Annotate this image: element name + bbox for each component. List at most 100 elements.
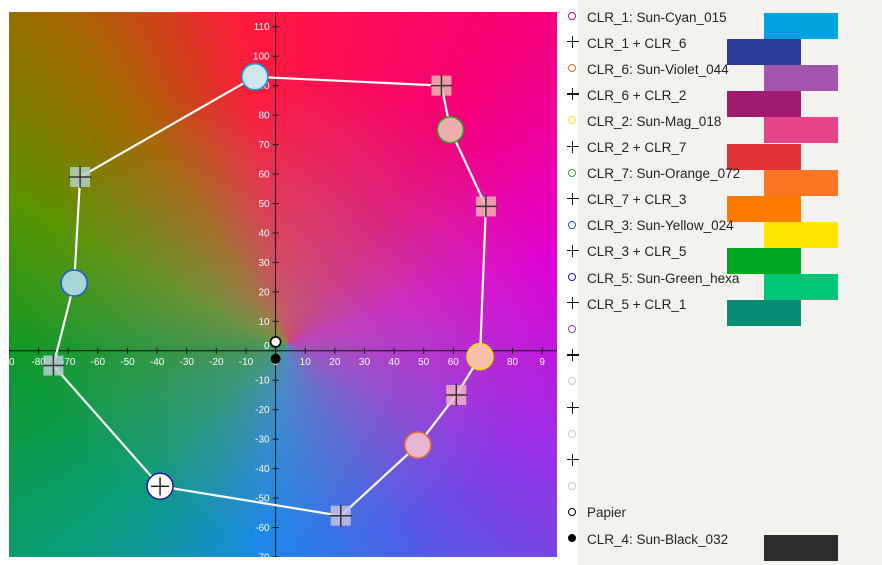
x-tick-label: -30 (180, 357, 195, 368)
legend-plus-icon (567, 88, 579, 102)
x-tick-label: 9 (539, 357, 545, 368)
legend-item-label: CLR_6: Sun-Violet_044 (587, 61, 729, 77)
y-tick-label: 0 (264, 341, 270, 352)
y-tick-label: -60 (255, 523, 270, 534)
legend-item-label: CLR_5 + CLR_1 (587, 296, 687, 312)
legend-item: CLR_7: Sun-Orange_072 (567, 161, 740, 187)
legend-plus-icon (567, 297, 579, 311)
legend-color-swatch (764, 117, 838, 144)
legend-item (567, 422, 587, 448)
legend-item-label: Papier (587, 505, 627, 521)
y-tick-label: 80 (258, 111, 270, 122)
legend-item-label: CLR_1: Sun-Cyan_015 (587, 9, 727, 25)
point-clr-7-sun-orange-072 (436, 116, 465, 144)
legend-item-label: CLR_7 + CLR_3 (587, 192, 687, 208)
legend-color-swatch (764, 274, 838, 300)
legend-item (567, 343, 587, 369)
y-tick-label: 60 (258, 170, 270, 181)
point-clr-3-sun-yellow-024 (60, 269, 88, 297)
legend-item-label: CLR_2 + CLR_7 (587, 140, 687, 155)
x-tick-label: 60 (448, 357, 460, 368)
legend-item-label: CLR_7: Sun-Orange_072 (587, 166, 741, 182)
x-tick-label: -40 (150, 357, 165, 368)
x-tick-label: -50 (120, 357, 135, 368)
y-tick-label: 70 (258, 140, 270, 151)
legend-item: CLR_3: Sun-Yellow_024 (567, 213, 734, 239)
legend-color-swatch (727, 195, 801, 222)
legend-item: CLR_1: Sun-Cyan_015 (567, 4, 727, 30)
y-tick-label: -50 (255, 494, 270, 505)
legend-color-swatch (764, 65, 838, 92)
legend-plus-icon (567, 36, 579, 50)
x-tick-label: 90 (9, 357, 15, 368)
y-tick-label: 40 (258, 228, 270, 239)
y-tick-label: 110 (254, 22, 270, 33)
y-tick-label: -40 (255, 464, 270, 475)
legend-circle-icon (567, 62, 579, 76)
legend-item (567, 317, 587, 343)
y-tick-label: 100 (253, 52, 270, 63)
legend-color-swatch (727, 91, 801, 118)
legend-circle-icon (567, 323, 579, 337)
legend-item: CLR_7 + CLR_3 (567, 187, 686, 213)
x-tick-label: 80 (507, 357, 519, 368)
point-clr-2-sun-mag-018 (466, 342, 494, 371)
legend-item: CLR_1 + CLR_6 (567, 30, 686, 56)
x-tick-label: 40 (389, 357, 401, 368)
legend-color-swatch (727, 39, 801, 66)
y-tick-label: -70 (255, 553, 270, 558)
legend-circle-icon (567, 219, 579, 233)
legend-item: CLR_6 + CLR_2 (567, 82, 686, 108)
legend-item: CLR_3 + CLR_5 (567, 239, 686, 265)
legend-item (567, 369, 587, 395)
y-tick-label: -10 (255, 376, 270, 387)
legend-plus-icon (567, 141, 579, 155)
legend-item: CLR_5: Sun-Green_hexa (567, 265, 739, 291)
legend-circle-icon (567, 428, 579, 442)
y-tick-label: -20 (255, 405, 270, 416)
legend-item-label: CLR_3: Sun-Yellow_024 (587, 218, 734, 234)
legend-color-swatch (764, 169, 838, 196)
y-tick-label: 10 (258, 317, 270, 328)
legend-item: CLR_4: Sun-Black_032 (567, 526, 728, 552)
legend-circle-icon (567, 167, 579, 181)
y-tick-label: 20 (258, 287, 270, 298)
y-tick-label: 50 (258, 199, 270, 210)
y-tick-label: 30 (258, 258, 270, 269)
legend-circle-icon (567, 480, 579, 494)
legend-circle-icon (567, 375, 579, 389)
legend-circle-icon (567, 506, 579, 520)
legend-color-swatch (727, 247, 801, 274)
legend-item: CLR_6: Sun-Violet_044 (567, 56, 729, 82)
x-tick-label: 10 (300, 357, 312, 368)
legend-item: CLR_5 + CLR_1 (567, 291, 686, 317)
point-clr-4-sun-black-032 (270, 353, 281, 364)
x-tick-label: -20 (209, 357, 224, 368)
legend-circle-icon (567, 271, 579, 285)
legend-item (567, 396, 587, 422)
legend-color-swatch (764, 535, 838, 561)
legend-color-swatch (764, 221, 838, 248)
point-clr-1-sun-cyan-015 (241, 63, 269, 91)
legend-item: Papier (567, 500, 626, 526)
legend-color-swatch (727, 143, 801, 170)
legend-item-label: CLR_2: Sun-Mag_018 (587, 113, 722, 129)
legend-plus-icon (567, 245, 579, 259)
gamut-plot-area: 90 -80 -70 -60 -50 -40 -30 -20 -10 0 10 20 30 40 50 60 7… (9, 12, 557, 557)
legend-circle-icon (567, 10, 579, 24)
legend-dot-icon (567, 532, 579, 546)
legend-item (567, 474, 587, 500)
legend-color-swatch (727, 300, 801, 327)
y-tick-label: -30 (255, 435, 270, 446)
point-papier (269, 336, 282, 348)
legend-color-swatch (764, 13, 838, 39)
legend-plus-icon (567, 349, 579, 363)
legend-item: CLR_2: Sun-Mag_018 (567, 108, 721, 134)
legend-circle-icon (567, 114, 579, 128)
x-tick-label: 20 (329, 357, 341, 368)
legend-item-label: CLR_5: Sun-Green_hexa (587, 270, 740, 286)
legend-plus-icon (567, 402, 579, 416)
x-tick-label: -70 (61, 357, 76, 368)
x-tick-label: -10 (239, 357, 254, 368)
point-clr-6-sun-violet-044 (404, 431, 432, 459)
